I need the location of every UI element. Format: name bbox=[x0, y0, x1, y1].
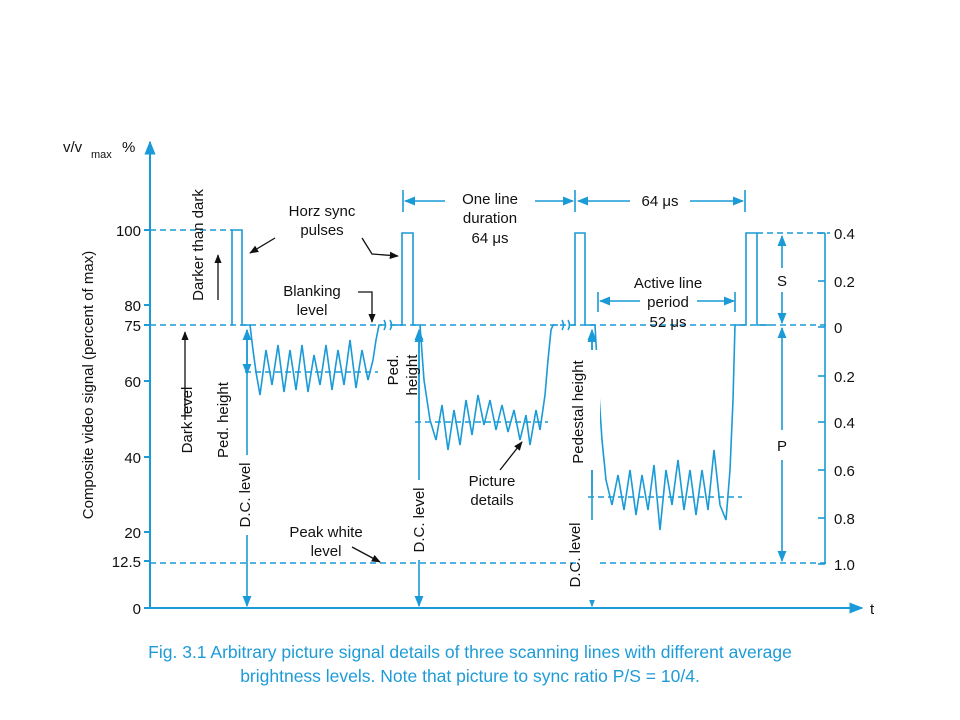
y-tick-label: 80 bbox=[124, 298, 141, 315]
right-tick-label: 0.2 bbox=[834, 369, 855, 386]
label: D.C. level bbox=[237, 462, 254, 527]
right-tick-label: 0.4 bbox=[834, 226, 855, 243]
y-tick-label: 12.5 bbox=[112, 554, 141, 571]
line-shape bbox=[249, 237, 276, 254]
label-background bbox=[580, 520, 600, 600]
label: Peak white bbox=[289, 524, 362, 541]
label: Ped. bbox=[385, 355, 402, 386]
y-tick-label: 0 bbox=[133, 601, 141, 618]
tick-group: 0.4 0.2 0 0.2 0.4 0.6 0.8 1.0 bbox=[818, 226, 855, 574]
label: Darker than dark bbox=[190, 189, 207, 301]
label: Fig. 3.1 Arbitrary picture signal detail… bbox=[148, 642, 792, 662]
y-tick-label: 20 bbox=[124, 525, 141, 542]
right-tick-label: 0.6 bbox=[834, 463, 855, 480]
line-shape bbox=[561, 319, 571, 331]
waveform bbox=[231, 229, 382, 396]
label: duration bbox=[463, 210, 517, 227]
label: level bbox=[297, 302, 328, 319]
label-background bbox=[408, 480, 428, 560]
label: max bbox=[91, 149, 112, 161]
label: D.C. level bbox=[411, 487, 428, 552]
right-tick-label: 0.8 bbox=[834, 511, 855, 528]
label-background bbox=[580, 350, 600, 470]
label: % bbox=[122, 139, 135, 156]
label-background bbox=[772, 268, 792, 292]
label-background bbox=[772, 432, 792, 458]
label: Dark level bbox=[179, 387, 196, 454]
label: Composite video signal (percent of max) bbox=[80, 251, 97, 519]
label: S bbox=[777, 273, 787, 290]
line-shape bbox=[361, 237, 399, 260]
label: brightness levels. Note that picture to … bbox=[240, 666, 700, 686]
label: pulses bbox=[300, 222, 343, 239]
line-shape bbox=[383, 319, 393, 331]
label: period bbox=[647, 294, 689, 311]
label: Pedestal height bbox=[570, 359, 587, 463]
line-shape bbox=[358, 291, 376, 323]
label: Active line bbox=[634, 275, 702, 292]
label-background bbox=[235, 455, 255, 535]
y-tick-label: 60 bbox=[124, 374, 141, 391]
label: t bbox=[870, 601, 875, 618]
label: Ped. height bbox=[215, 381, 232, 458]
label: v/v bbox=[63, 139, 83, 156]
y-tick-label: 100 bbox=[116, 223, 141, 240]
label: D.C. level bbox=[567, 522, 584, 587]
right-tick-label: 0 bbox=[834, 320, 842, 337]
label: Blanking bbox=[283, 283, 341, 300]
line-shape bbox=[351, 546, 381, 563]
label: 64 μs bbox=[642, 193, 679, 210]
label: One line bbox=[462, 191, 518, 208]
line-shape bbox=[499, 441, 523, 471]
right-tick-label: 0.2 bbox=[834, 274, 855, 291]
label: height bbox=[404, 354, 421, 396]
y-tick-label: 40 bbox=[124, 450, 141, 467]
right-tick-label: 1.0 bbox=[834, 557, 855, 574]
label: Horz sync bbox=[289, 203, 356, 220]
label: level bbox=[311, 543, 342, 560]
y-tick-label: 75 bbox=[124, 318, 141, 335]
waveform bbox=[392, 232, 558, 451]
label: P bbox=[777, 438, 787, 455]
tick-group: 100 80 75 60 40 20 12.5 0 bbox=[112, 223, 150, 618]
right-tick-label: 0.4 bbox=[834, 415, 855, 432]
label: 52 μs bbox=[650, 314, 687, 331]
label: Picture bbox=[469, 473, 516, 490]
label: details bbox=[470, 492, 513, 509]
label: 64 μs bbox=[472, 230, 509, 247]
